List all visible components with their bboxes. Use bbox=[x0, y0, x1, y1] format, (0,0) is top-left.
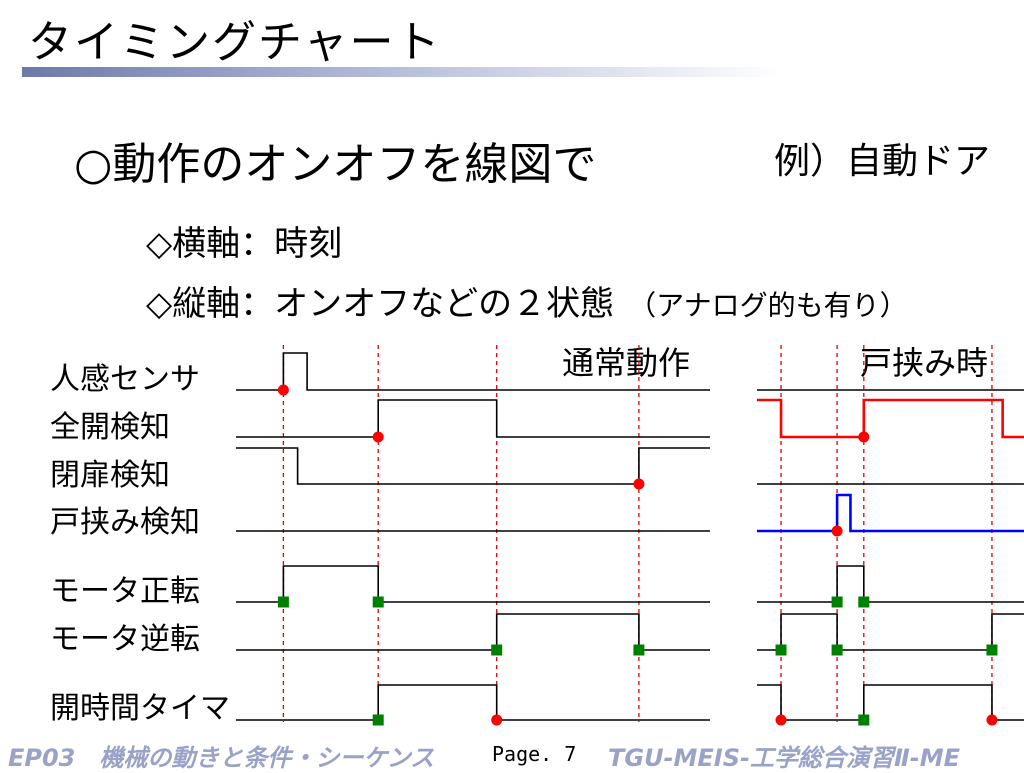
title-underline bbox=[22, 67, 782, 77]
waveform-pinch-motor-forward bbox=[757, 565, 1024, 603]
slide-heading: ○動作のオンオフを線図で bbox=[74, 139, 597, 190]
bullet-text: ◇縦軸：オンオフなどの２状態 bbox=[146, 284, 615, 324]
bullet-horizontal-axis: ◇横軸：時刻 bbox=[146, 216, 342, 265]
marker-circle-normal-human-sensor bbox=[277, 384, 289, 396]
waveform-normal-closed bbox=[236, 447, 710, 485]
waveform-normal-motor-reverse bbox=[236, 613, 710, 651]
footer-institution: TGU-MEIS-工学総合演習Ⅱ-ME bbox=[608, 744, 961, 772]
marker-circle-pinch-full-open bbox=[858, 431, 870, 443]
marker-circle-pinch-open-timer bbox=[986, 714, 998, 726]
marker-square-pinch-motor-reverse bbox=[775, 644, 787, 656]
marker-square-pinch-motor-forward bbox=[858, 596, 870, 608]
section-label-pinch: 戸挟み時 bbox=[860, 344, 989, 382]
signal-label-motor-forward: モータ正転 bbox=[50, 574, 200, 609]
waveform-normal-motor-forward bbox=[236, 565, 710, 603]
bullet-note: （アナログ的も有り） bbox=[628, 289, 908, 322]
waveform-pinch-motor-reverse bbox=[757, 613, 1024, 651]
signal-label-human-sensor: 人感センサ bbox=[50, 362, 200, 397]
marker-square-normal-motor-reverse bbox=[633, 644, 645, 656]
section-label-normal: 通常動作 bbox=[562, 344, 691, 382]
footer: EP03 機械の動きと条件・シーケンス Page. 7 TGU-MEIS-工学総… bbox=[0, 738, 1024, 772]
slide-title: タイミングチャート bbox=[28, 17, 442, 68]
signal-label-pinch-detect: 戸挟み検知 bbox=[50, 505, 200, 540]
marker-square-pinch-open-timer bbox=[858, 714, 870, 726]
bullet-text: ◇横軸：時刻 bbox=[146, 224, 343, 264]
waveform-normal-human-sensor bbox=[236, 352, 710, 391]
marker-square-pinch-motor-reverse bbox=[831, 644, 843, 656]
marker-circle-pinch-pinch-detect bbox=[831, 525, 843, 537]
signal-label-open-timer: 開時間タイマ bbox=[50, 691, 230, 726]
waveform-pinch-full-open bbox=[757, 398, 1024, 439]
bullet-vertical-axis: ◇縦軸：オンオフなどの２状態 （アナログ的も有り） bbox=[146, 276, 908, 325]
marker-square-normal-motor-forward bbox=[277, 596, 289, 608]
example-label: 例）自動ドア bbox=[774, 141, 991, 182]
footer-page: Page. 7 bbox=[492, 742, 577, 766]
footer-course: EP03 機械の動きと条件・シーケンス bbox=[8, 744, 435, 772]
marker-square-pinch-motor-reverse bbox=[986, 644, 998, 656]
waveform-pinch-open-timer bbox=[757, 684, 1024, 721]
marker-circle-pinch-open-timer bbox=[775, 714, 787, 726]
marker-square-normal-motor-reverse bbox=[491, 644, 503, 656]
marker-square-normal-motor-forward bbox=[372, 596, 384, 608]
timing-panel-normal bbox=[236, 345, 710, 726]
marker-square-pinch-motor-forward bbox=[831, 596, 843, 608]
waveform-normal-full-open bbox=[236, 399, 710, 438]
marker-circle-normal-closed bbox=[633, 478, 645, 490]
timing-chart bbox=[236, 345, 1024, 726]
timing-panel-pinch bbox=[757, 345, 1024, 726]
marker-circle-normal-open-timer bbox=[491, 714, 503, 726]
waveform-pinch-pinch-detect bbox=[757, 493, 1024, 533]
marker-square-normal-open-timer bbox=[372, 714, 384, 726]
marker-circle-normal-full-open bbox=[372, 431, 384, 443]
waveform-normal-open-timer bbox=[236, 684, 710, 721]
signal-label-full-open: 全開検知 bbox=[50, 410, 170, 445]
signal-label-closed: 閉扉検知 bbox=[50, 458, 170, 493]
signal-label-motor-reverse: モータ逆転 bbox=[50, 622, 200, 657]
